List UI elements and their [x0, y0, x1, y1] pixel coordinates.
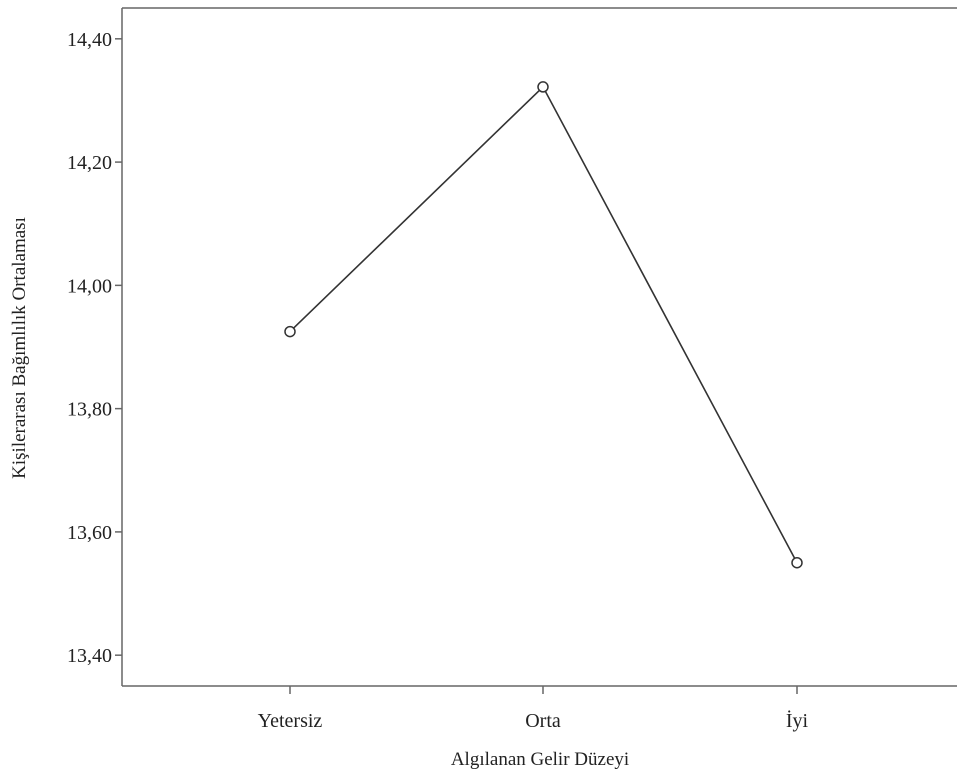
series: [284, 81, 803, 569]
y-tick-label: 14,40: [67, 29, 112, 51]
axes: [121, 7, 957, 687]
x-tick-label: Orta: [525, 710, 561, 732]
y-axis-title: Kişilerarası Bağımlılık Ortalaması: [9, 217, 30, 479]
y-tick-label: 14,00: [67, 275, 112, 297]
x-axis-ticks: Yetersiz Orta İyi: [258, 686, 809, 732]
x-axis-title: Algılanan Gelir Düzeyi: [451, 749, 629, 770]
data-point: [537, 81, 549, 93]
x-tick-label: Yetersiz: [258, 710, 323, 732]
data-point: [284, 325, 296, 338]
series-line: [289, 85, 798, 564]
y-tick-label: 13,60: [67, 522, 112, 544]
x-tick-label: İyi: [786, 709, 809, 732]
data-point: [791, 556, 803, 569]
y-tick-label: 13,40: [67, 645, 112, 667]
y-axis-ticks: 13,40 13,60 13,80 14,00 14,20 14,40: [67, 29, 122, 667]
y-tick-label: 14,20: [67, 152, 112, 174]
y-tick-label: 13,80: [67, 399, 112, 421]
